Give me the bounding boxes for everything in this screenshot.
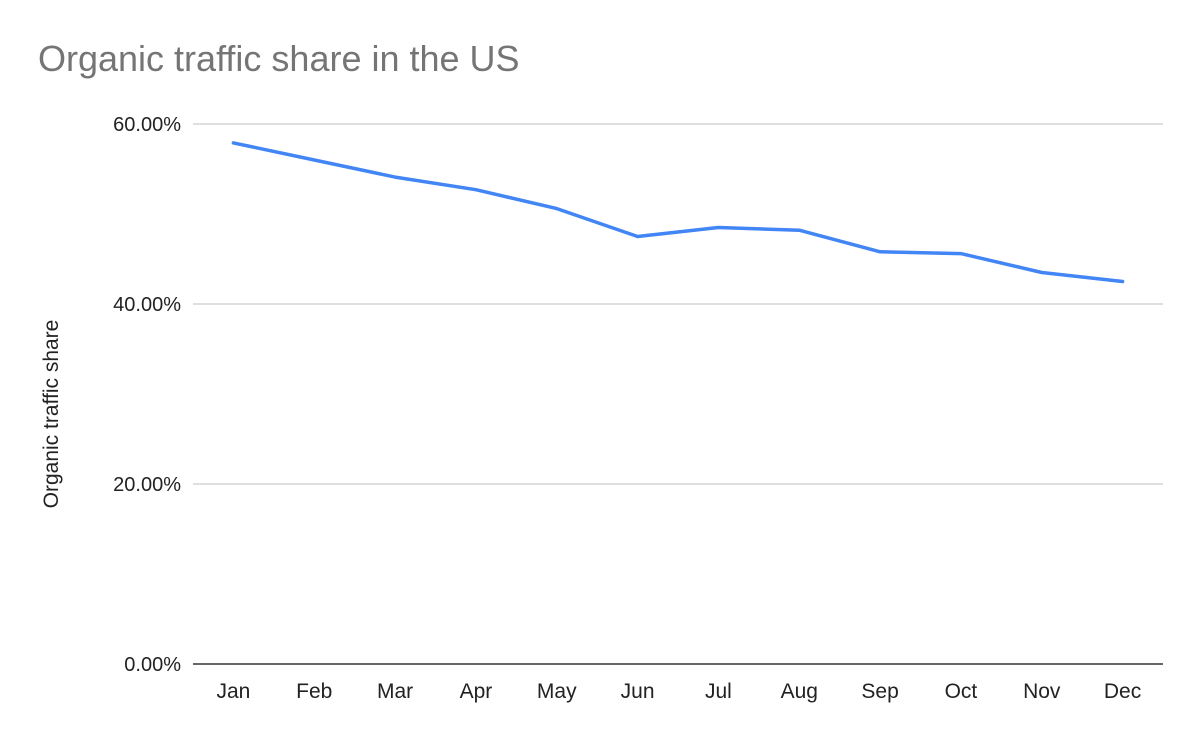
x-tick-label: Nov (1023, 680, 1061, 703)
y-axis-label: Organic traffic share (40, 320, 63, 509)
y-tick-label: 0.00% (124, 654, 181, 676)
x-tick-label: Oct (945, 680, 978, 703)
data-point (555, 207, 559, 211)
x-tick-label: Mar (377, 680, 413, 703)
gridlines (193, 123, 1163, 485)
data-point (1040, 271, 1044, 275)
data-point (878, 250, 882, 254)
x-tick-label: Apr (460, 680, 493, 703)
series-layer (231, 141, 1125, 284)
x-tick-label: Jan (216, 680, 250, 703)
data-point (393, 175, 397, 179)
data-point (312, 158, 316, 162)
x-tick-label: Dec (1104, 680, 1141, 703)
y-tick-label: 60.00% (113, 114, 181, 136)
x-tick-label: May (537, 680, 577, 703)
chart-title: Organic traffic share in the US (38, 38, 520, 79)
data-point (716, 226, 720, 230)
data-point (636, 235, 640, 239)
data-point (797, 228, 801, 232)
y-tick-label: 20.00% (113, 474, 181, 496)
data-point (474, 188, 478, 192)
data-point (231, 141, 235, 145)
x-tick-label: Feb (296, 680, 332, 703)
series-line (231, 141, 1125, 284)
x-tick-label: Aug (781, 680, 818, 703)
x-tick-label: Jul (705, 680, 732, 703)
y-tick-label: 40.00% (113, 294, 181, 316)
data-point (1121, 280, 1125, 284)
x-tick-label: Sep (861, 680, 898, 703)
x-tick-label: Jun (621, 680, 655, 703)
data-point (959, 252, 963, 256)
tick-labels: 0.00% 20.00% 40.00% 60.00% Jan Feb Mar Apr May Ju… (113, 114, 1141, 703)
